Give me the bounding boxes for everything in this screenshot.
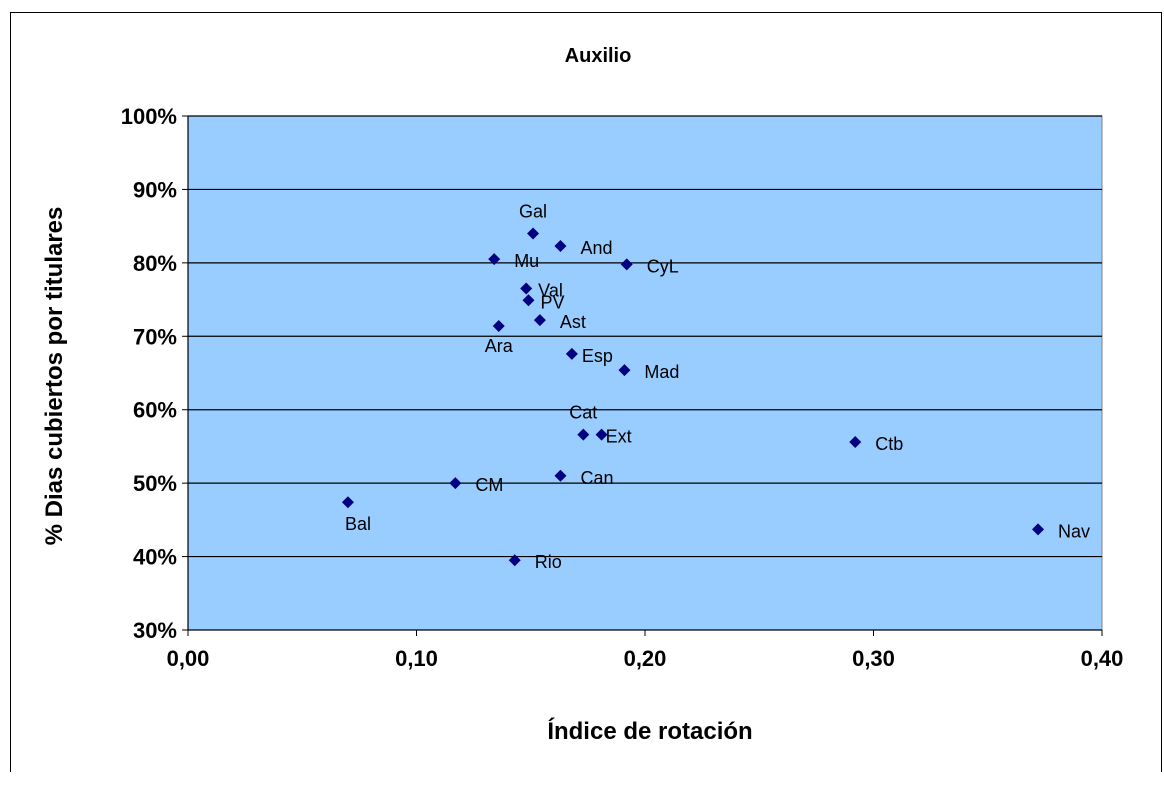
data-label-nav: Nav [1058, 521, 1090, 541]
data-point-can [554, 469, 567, 482]
data-point-bal [341, 496, 354, 509]
data-point-ctb [849, 436, 862, 449]
data-label-val: Val [538, 281, 563, 301]
x-tick-label: 0,00 [167, 646, 210, 671]
data-label-esp: Esp [582, 346, 613, 366]
data-label-can: Can [580, 468, 613, 488]
data-point-mu [488, 253, 501, 266]
y-tick-label: 40% [133, 545, 177, 570]
data-point-and [554, 239, 567, 252]
data-point-ast [533, 314, 546, 327]
y-tick-label: 70% [133, 324, 177, 349]
x-tick-label: 0,20 [624, 646, 667, 671]
y-tick-label: 60% [133, 398, 177, 423]
x-axis-label: Índice de rotación [547, 717, 752, 745]
data-label-ctb: Ctb [875, 434, 903, 454]
data-label-cm: CM [475, 475, 503, 495]
data-label-bal: Bal [345, 514, 371, 534]
data-point-ext [595, 428, 608, 441]
data-point-nav [1032, 523, 1045, 536]
data-point-esp [565, 347, 578, 360]
data-point-gal [527, 227, 540, 240]
x-tick-label: 0,10 [395, 646, 438, 671]
x-tick-label: 0,40 [1081, 646, 1124, 671]
chart-frame: Auxilio 30% 40% 50% 60% 70% 80% 90% 100% 0,00 0,1… [10, 12, 1162, 772]
scatter-chart: Auxilio 30% 40% 50% 60% 70% 80% 90% 100% 0,00 0,1… [41, 45, 1124, 745]
y-tick-label: 90% [133, 177, 177, 202]
data-label-pv: PV [540, 292, 564, 312]
data-point-ara [492, 320, 505, 333]
data-label-and: And [580, 238, 612, 258]
data-point-cyl [620, 258, 633, 271]
y-tick-label: 80% [133, 251, 177, 276]
plot-area [187, 115, 1103, 631]
data-label-rio: Rio [535, 552, 562, 572]
y-tick-label: 30% [133, 618, 177, 643]
y-tick-label: 50% [133, 471, 177, 496]
data-point-val [520, 282, 533, 295]
y-tick-label: 100% [121, 104, 177, 129]
data-label-ast: Ast [560, 312, 586, 332]
data-point-pv [522, 294, 535, 307]
data-label-ara: Ara [485, 336, 514, 356]
data-label-mad: Mad [644, 362, 679, 382]
data-label-ext: Ext [606, 427, 632, 447]
data-label-gal: Gal [519, 201, 547, 221]
data-label-cat: Cat [569, 403, 597, 423]
gridlines [188, 115, 1102, 558]
data-label-mu: Mu [514, 251, 539, 271]
data-point-cat [577, 428, 590, 441]
data-point-cm [449, 477, 462, 490]
data-point-rio [508, 554, 521, 567]
data-point-mad [618, 364, 631, 377]
chart-title: Auxilio [565, 45, 632, 67]
x-tick-label: 0,30 [852, 646, 895, 671]
y-axis-label: % Dias cubiertos por titulares [41, 207, 68, 546]
axes: 30% 40% 50% 60% 70% 80% 90% 100% 0,00 0,10 0,20 0,3… [121, 104, 1124, 671]
data-label-cyl: CyL [647, 256, 679, 276]
